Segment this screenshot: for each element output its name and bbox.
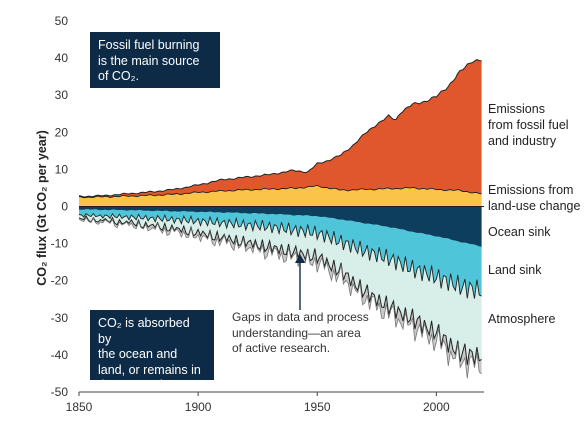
atmosphere-area (79, 213, 482, 365)
absorption-callout: CO₂ is absorbed by the ocean and land, o… (90, 310, 214, 392)
atmosphere-series-label: Atmosphere (488, 312, 555, 326)
top-callout-line-3: of CO₂. (98, 69, 139, 83)
y-tick-label-2: 30 (55, 88, 69, 102)
fossil-fuel-area (79, 59, 482, 198)
land-use-change-area (79, 185, 482, 207)
land-use-top-line (78, 184, 482, 199)
fossil-label-line-2: from fossil fuel (488, 118, 569, 132)
y-tick-label-10: -50 (51, 385, 69, 399)
y-tick-label-3: 20 (55, 125, 69, 139)
y-tick-label-9: -40 (51, 348, 69, 362)
y-tick-label-6: -10 (51, 237, 69, 251)
gaps-note-line-1: Gaps in data and process (232, 310, 369, 324)
gap-bottom-line (78, 216, 482, 379)
outline-layers (78, 59, 482, 379)
bottom-callout-line-4: the atmosphere. (98, 378, 189, 392)
gaps-note-line-2: understanding—an area (232, 326, 361, 340)
top-callout-line-2: is the main source (98, 53, 200, 68)
y-tick-label-4: 10 (55, 162, 69, 176)
y-tick-label-8: -30 (51, 311, 69, 325)
y-tick-label-1: 40 (55, 51, 69, 65)
landuse-label-line-2: land-use change (488, 199, 580, 213)
gaps-annotation: Gaps in data and process understanding—a… (232, 254, 369, 355)
ocean-series-label: Ocean sink (488, 225, 551, 239)
gaps-note-line-3: of active research. (232, 341, 330, 355)
area-layers (79, 59, 482, 379)
y-axis-label: CO₂ flux (Gt CO₂ per year) (35, 130, 49, 286)
landuse-label-line-1: Emissions from (488, 183, 573, 197)
x-tick-label-0: 1850 (66, 400, 93, 414)
y-tick-label-0: 50 (55, 14, 69, 28)
bottom-callout-line-1: CO₂ is absorbed by (98, 316, 190, 346)
landuse-series-label: Emissions from land-use change (488, 183, 580, 213)
x-tick-label-2: 1950 (304, 400, 331, 414)
bottom-callout-line-3: land, or remains in (98, 362, 201, 377)
y-tick-label-5: 0 (61, 200, 68, 214)
y-tick-label-7: -20 (51, 274, 69, 288)
fossil-label-line-3: and industry (488, 134, 557, 148)
ocean-sink-area (79, 206, 482, 247)
gaps-arrow-head (295, 254, 305, 263)
land-sink-bottom-line (78, 212, 482, 299)
fossil-series-label: Emissions from fossil fuel and industry (488, 102, 569, 148)
x-tick-label-3: 2000 (423, 400, 450, 414)
bottom-callout-line-2: the ocean and (98, 347, 178, 361)
x-tick-label-1: 1900 (185, 400, 212, 414)
top-callout-line-1: Fossil fuel burning (98, 38, 200, 52)
fossil-label-line-1: Emissions (488, 102, 545, 116)
atmosphere-bottom-line (78, 215, 482, 366)
land-sink-area (79, 209, 482, 299)
fossil-fuel-callout: Fossil fuel burning is the main source o… (90, 32, 220, 88)
land-sink-series-label: Land sink (488, 263, 542, 277)
fossil-top-line (78, 59, 482, 198)
